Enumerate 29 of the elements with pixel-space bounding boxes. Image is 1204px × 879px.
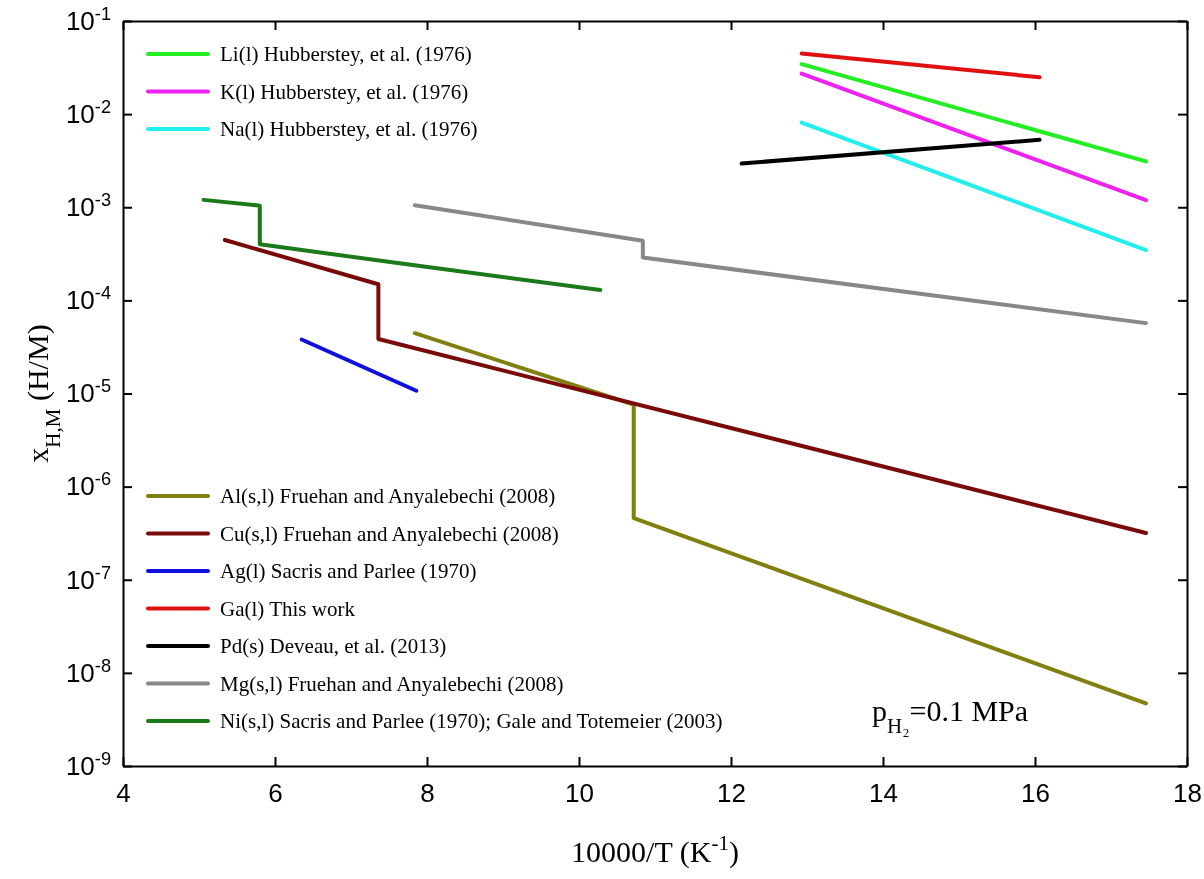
legend-label: Li(l) Hubberstey, et al. (1976) xyxy=(220,42,472,66)
legend-label: Ni(s,l) Sacris and Parlee (1970); Gale and Totemeier (2003) xyxy=(220,709,723,733)
x-tick-label: 16 xyxy=(1021,778,1050,809)
y-tick-label: 10$^{-2}$ xyxy=(65,96,111,129)
legend-label: Cu(s,l) Fruehan and Anyalebechi (2008) xyxy=(220,521,559,546)
x-tick-label: 4 xyxy=(116,778,131,809)
y-tick-label: 10$^{-9}$ xyxy=(65,748,111,781)
legend-label: Na(l) Hubberstey, et al. (1976) xyxy=(220,117,478,141)
y-tick-label: 10$^{-3}$ xyxy=(65,190,111,223)
x-tick-label: 10 xyxy=(565,778,594,809)
legend-label: Al(s,l) Fruehan and Anyalebechi (2008) xyxy=(220,484,556,508)
y-tick-label: 10$^{-4}$ xyxy=(65,283,111,316)
y-tick-label: 10$^{-6}$ xyxy=(65,469,111,502)
legend-label: Mg(s,l) Fruehan and Anyalebechi (2008) xyxy=(220,671,564,696)
y-tick-label: 10$^{-5}$ xyxy=(65,376,111,409)
legend-label: Pd(s) Deveau, et al. (2013) xyxy=(220,634,447,658)
legend-label: Ga(l) This work xyxy=(220,596,356,621)
x-tick-label: 14 xyxy=(869,778,898,809)
x-tick-label: 12 xyxy=(717,778,746,809)
annotation: p$_{H₂}$=0.1 MPa xyxy=(872,694,1029,738)
y-tick-label: 10$^{-7}$ xyxy=(65,562,111,595)
x-tick-label: 6 xyxy=(268,778,283,809)
x-tick-label: 18 xyxy=(1173,778,1202,809)
legend-label: Ag(l) Sacris and Parlee (1970) xyxy=(220,559,477,583)
x-tick-label: 8 xyxy=(420,778,435,809)
y-tick-label: 10$^{-1}$ xyxy=(65,3,111,36)
x-axis-title: 10000/T (K$^{-1}$) xyxy=(571,831,739,869)
legend-label: K(l) Hubberstey, et al. (1976) xyxy=(220,79,469,104)
y-tick-label: 10$^{-8}$ xyxy=(65,655,111,688)
